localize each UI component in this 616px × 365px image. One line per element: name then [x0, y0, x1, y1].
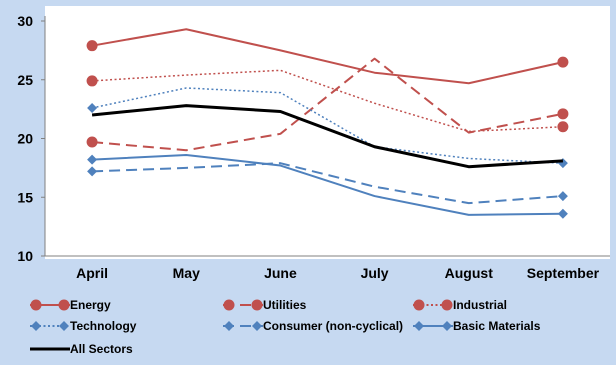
legend-marker — [30, 299, 42, 311]
legend-marker — [442, 321, 452, 331]
series-point — [557, 108, 569, 120]
legend-marker — [223, 299, 235, 311]
legend-label: Technology — [70, 319, 137, 333]
y-tick-label: 25 — [17, 72, 33, 88]
x-tick-label: April — [76, 265, 108, 281]
series-line — [91, 87, 563, 164]
legend-label: All Sectors — [70, 342, 133, 356]
legend-marker — [414, 321, 424, 331]
series-line — [91, 28, 564, 85]
series-line — [91, 104, 564, 169]
series-point — [557, 56, 569, 68]
x-tick-label: August — [445, 265, 494, 281]
y-tick-label: 30 — [17, 13, 33, 29]
x-tick-label: June — [264, 265, 297, 281]
series-point — [86, 40, 98, 52]
legend-label: Consumer (non-cyclical) — [263, 319, 403, 333]
series-point — [87, 166, 98, 177]
series-point — [86, 136, 98, 148]
legend-marker — [252, 321, 262, 331]
series-point — [87, 102, 98, 113]
legend-marker — [224, 321, 234, 331]
legend-label: Basic Materials — [453, 319, 541, 333]
legend-marker — [31, 321, 41, 331]
legend-label: Utilities — [263, 298, 307, 312]
series-point — [86, 75, 98, 87]
legend-marker — [58, 299, 70, 311]
series-line — [91, 57, 564, 152]
series-line — [92, 162, 563, 205]
legend-marker — [441, 299, 453, 311]
series-line — [92, 69, 563, 133]
series-point — [557, 191, 568, 202]
series-point — [557, 121, 569, 133]
series-line — [92, 153, 563, 216]
x-tick-label: July — [361, 265, 389, 281]
x-tick-label: May — [173, 265, 200, 281]
plot-area — [45, 6, 610, 259]
y-tick-label: 15 — [17, 189, 33, 205]
legend-label: Energy — [70, 298, 111, 312]
legend-label: Industrial — [453, 298, 507, 312]
y-tick-label: 10 — [17, 248, 33, 264]
legend-marker — [413, 299, 425, 311]
series-point — [87, 154, 98, 165]
x-tick-label: September — [527, 265, 600, 281]
legend-marker — [251, 299, 263, 311]
y-tick-label: 20 — [17, 131, 33, 147]
legend-marker — [59, 321, 69, 331]
series-point — [557, 208, 568, 219]
